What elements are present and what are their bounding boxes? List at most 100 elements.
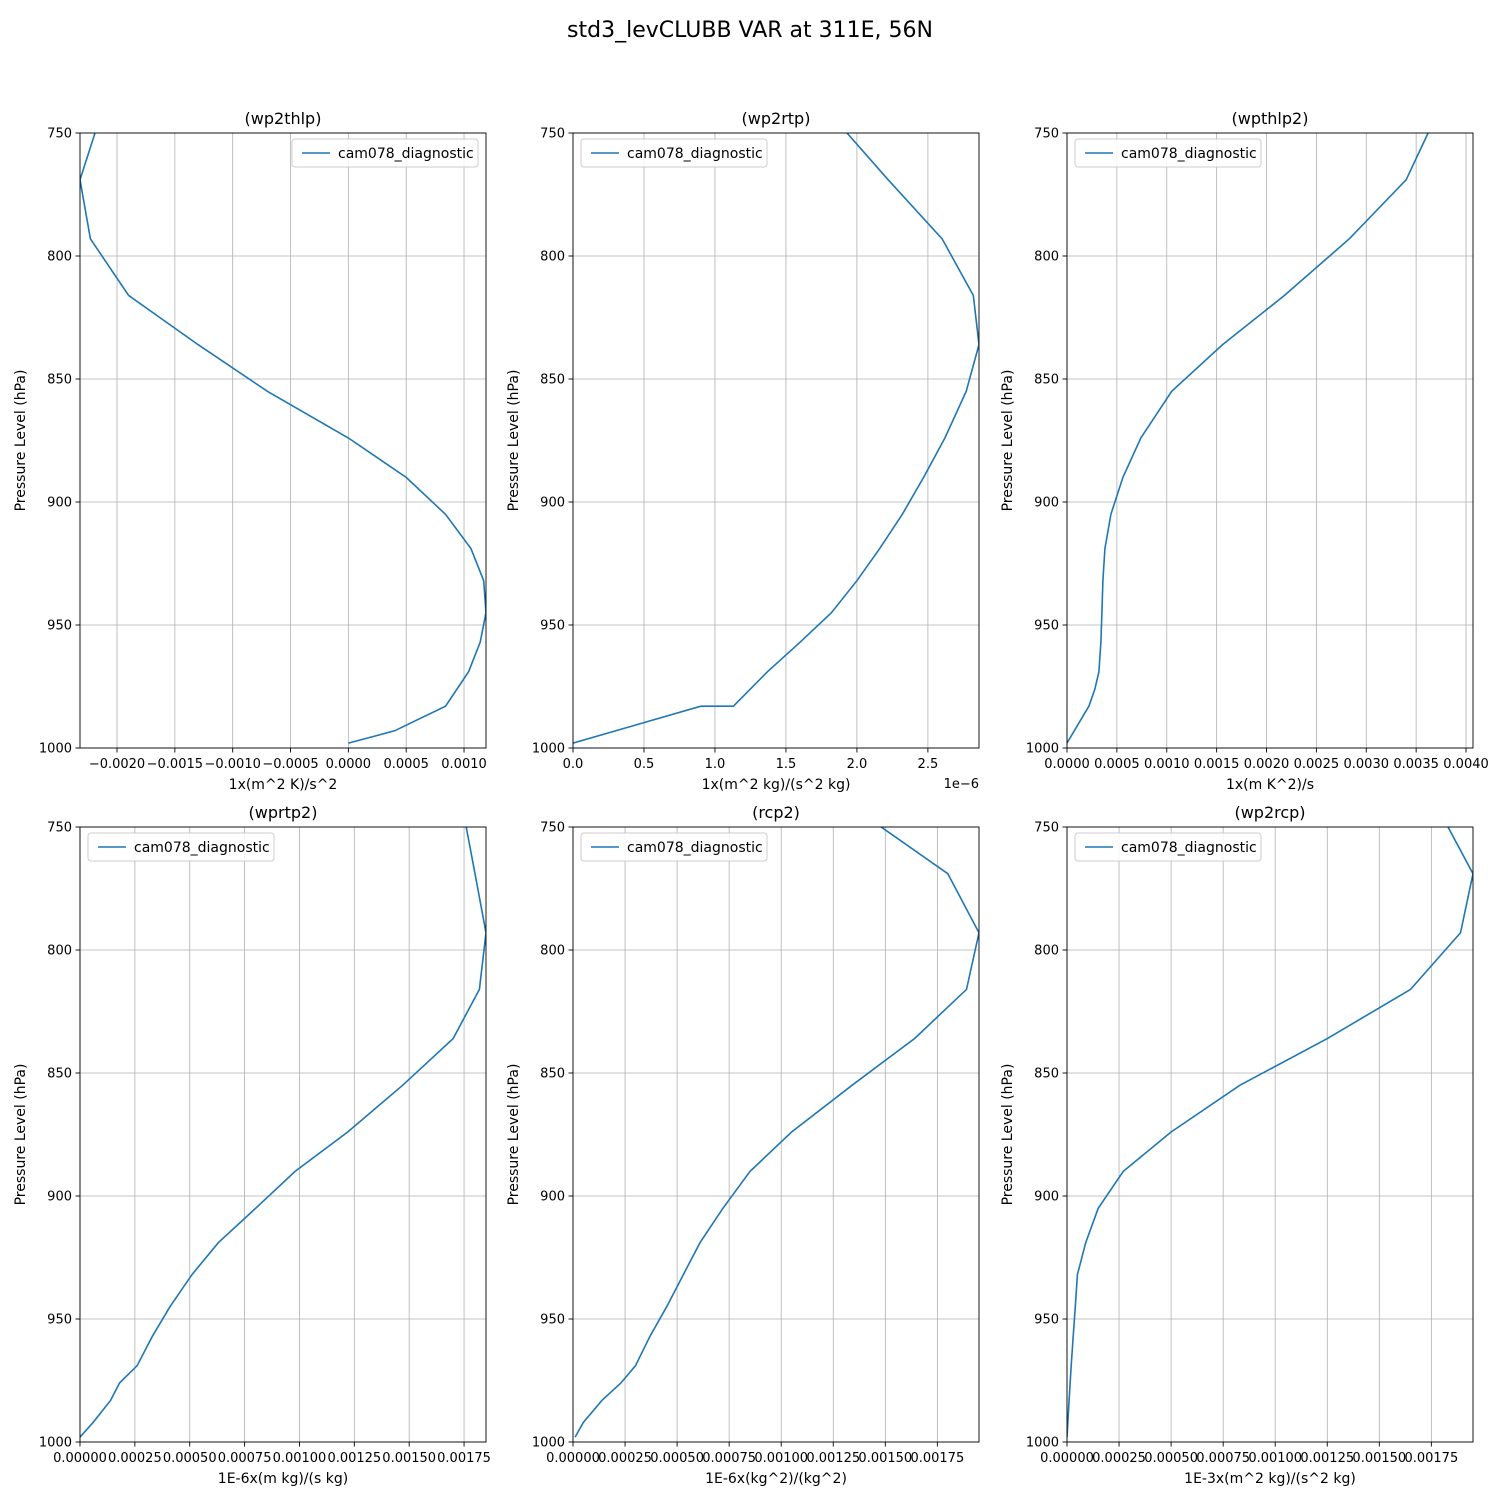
x-tick-label: 0.00175 — [1404, 1451, 1458, 1466]
legend-box — [87, 832, 275, 862]
x-tick-label: 2.5 — [918, 757, 939, 772]
y-tick-label: 750 — [1034, 127, 1059, 142]
chart-panel-2: 0.0 0.5 1.0 1.5 2.0 2.5 750 800 850 900 950 1000 (wp… — [506, 109, 980, 793]
y-tick-label: 900 — [540, 1190, 565, 1205]
legend-entry: cam078_diagnostic — [338, 146, 474, 162]
series-line-1 — [80, 133, 486, 744]
y-tick-label: 900 — [1034, 496, 1059, 511]
x-tick-label: 0.00000 — [53, 1451, 107, 1466]
legend-entry: cam078_diagnostic — [1121, 146, 1257, 162]
x-tick-label: 0.0010 — [441, 757, 487, 772]
legend-box — [1074, 138, 1262, 168]
legend-box — [580, 138, 768, 168]
x-tick-label: 0.00175 — [437, 1451, 491, 1466]
legend-box — [580, 832, 768, 862]
legend-entry: cam078_diagnostic — [134, 840, 270, 856]
axes-frame — [572, 132, 980, 749]
legend-entry: cam078_diagnostic — [627, 840, 763, 856]
x-tick-label: 0.00125 — [1300, 1451, 1354, 1466]
chart-title: (wpthlp2) — [1232, 109, 1309, 128]
x-tick-label: 0.00000 — [546, 1451, 600, 1466]
series-line-1 — [1067, 827, 1473, 1438]
y-tick-label: 800 — [540, 944, 565, 959]
y-tick-label: 850 — [1034, 373, 1059, 388]
x-axis-label: 1x(m^2 kg)/(s^2 kg) — [702, 777, 851, 793]
y-tick-label: 750 — [47, 821, 72, 836]
y-tick-label: 950 — [540, 619, 565, 634]
y-axis-label: Pressure Level (hPa) — [506, 370, 522, 512]
y-tick-label: 750 — [47, 127, 72, 142]
x-tick-label: 0.0015 — [1194, 757, 1240, 772]
y-tick-label: 1000 — [532, 742, 565, 757]
legend: cam078_diagnostic — [1074, 138, 1262, 168]
chart-panel-5: 0.000000.000250.000500.000750.001000.001… — [506, 803, 980, 1487]
x-tick-label: 0.0030 — [1344, 757, 1390, 772]
legend-box — [291, 138, 479, 168]
x-tick-label: 0.00075 — [1196, 1451, 1250, 1466]
y-tick-label: 1000 — [1026, 1436, 1059, 1451]
x-tick-label: 0.0000 — [326, 757, 372, 772]
y-tick-label: 1000 — [39, 1436, 72, 1451]
x-axis-label: 1x(m K^2)/s — [1226, 777, 1314, 793]
y-tick-label: 1000 — [1026, 742, 1059, 757]
x-tick-label: 0.0025 — [1294, 757, 1340, 772]
y-axis-label: Pressure Level (hPa) — [1000, 370, 1016, 512]
x-tick-label: 0.00050 — [163, 1451, 217, 1466]
legend-entry: cam078_diagnostic — [627, 146, 763, 162]
legend: cam078_diagnostic — [580, 832, 768, 862]
legend-entry: cam078_diagnostic — [1121, 840, 1257, 856]
y-axis-label: Pressure Level (hPa) — [1000, 1064, 1016, 1206]
x-tick-label: 0.00100 — [1248, 1451, 1302, 1466]
y-axis-label: Pressure Level (hPa) — [13, 370, 29, 512]
x-tick-label: 0.00025 — [1092, 1451, 1146, 1466]
chart-panel-6: 0.000000.000250.000500.000750.001000.001… — [1000, 803, 1474, 1487]
chart-panel-4: 0.00000 0.00025 0.00050 0.00075 0.00100 0.001… — [13, 803, 491, 1487]
x-tick-label: −0.0020 — [89, 757, 145, 772]
x-tick-label: 1.5 — [776, 757, 797, 772]
y-tick-label: 850 — [1034, 1067, 1059, 1082]
chart-title: (wp2rtp) — [742, 109, 811, 128]
x-tick-label: 0.0005 — [383, 757, 429, 772]
y-tick-label: 1000 — [532, 1436, 565, 1451]
chart-title: (rcp2) — [752, 803, 800, 822]
x-tick-label: 0.00025 — [598, 1451, 652, 1466]
x-axis-label: 1E-6x(kg^2)/(kg^2) — [705, 1471, 847, 1487]
x-tick-label: 0.00175 — [910, 1451, 964, 1466]
x-tick-label: 0.00075 — [218, 1451, 272, 1466]
axes-frame — [79, 826, 487, 1443]
x-tick-label: −0.0005 — [262, 757, 318, 772]
chart-panel-1: −0.0020 −0.0015 −0.0010 −0.0005 0.0000 0.0005… — [13, 109, 487, 793]
y-axis-label: Pressure Level (hPa) — [13, 1064, 29, 1206]
y-axis-label: Pressure Level (hPa) — [506, 1064, 522, 1206]
y-tick-label: 850 — [47, 1067, 72, 1082]
y-tick-label: 850 — [47, 373, 72, 388]
y-tick-label: 800 — [540, 250, 565, 265]
x-tick-label: 0.00025 — [108, 1451, 162, 1466]
x-tick-label: 0.0 — [563, 757, 584, 772]
y-tick-label: 800 — [1034, 250, 1059, 265]
chart-panel-3: 0.0000 0.0005 0.0010 0.0015 0.0020 0.0025 0.00… — [1000, 109, 1489, 793]
legend: cam078_diagnostic — [87, 832, 275, 862]
chart-title: (wprtp2) — [249, 803, 318, 822]
y-tick-label: 800 — [47, 944, 72, 959]
axes-frame — [572, 826, 980, 1443]
x-tick-label: 0.00100 — [273, 1451, 327, 1466]
axes-frame — [79, 132, 487, 749]
y-tick-label: 900 — [47, 1190, 72, 1205]
legend: cam078_diagnostic — [1074, 832, 1262, 862]
chart-title: (wp2rcp) — [1234, 803, 1305, 822]
x-tick-label: 0.00050 — [1144, 1451, 1198, 1466]
y-tick-label: 800 — [1034, 944, 1059, 959]
x-tick-label: 0.00000 — [1040, 1451, 1094, 1466]
y-tick-label: 900 — [1034, 1190, 1059, 1205]
y-tick-label: 850 — [540, 373, 565, 388]
axes-frame — [1066, 132, 1474, 749]
x-axis-label: 1E-3x(m^2 kg)/(s^2 kg) — [1184, 1471, 1356, 1487]
y-tick-label: 1000 — [39, 742, 72, 757]
legend: cam078_diagnostic — [580, 138, 768, 168]
series-line-1 — [574, 827, 979, 1438]
series-line-1 — [80, 827, 486, 1438]
y-tick-label: 750 — [540, 821, 565, 836]
